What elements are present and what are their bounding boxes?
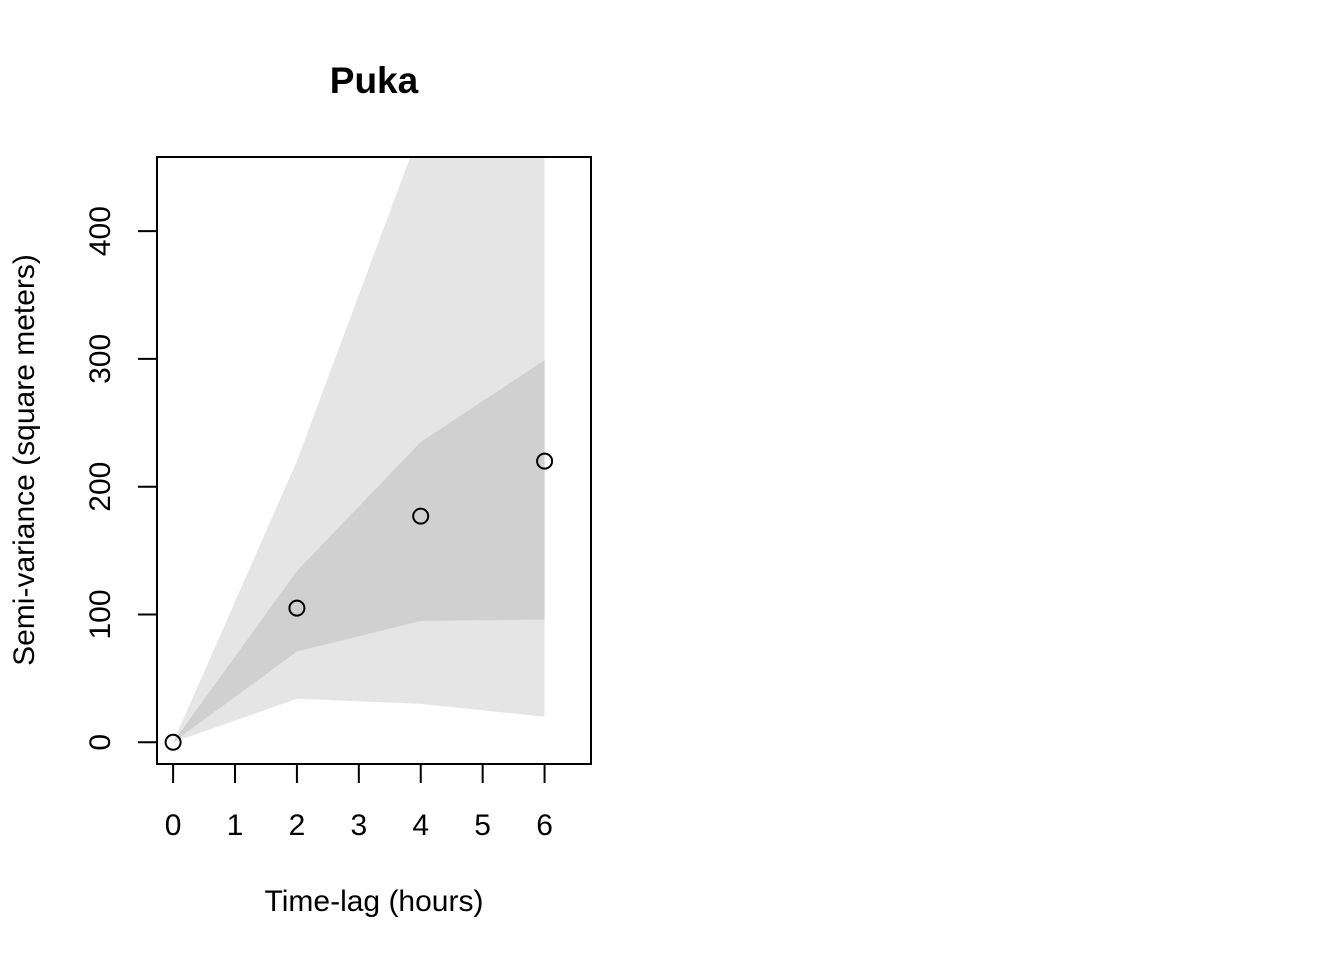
chart-title: Puka xyxy=(330,60,419,101)
y-tick-label: 0 xyxy=(84,734,117,751)
data-point-3 xyxy=(536,452,554,470)
y-tick-label: 100 xyxy=(84,589,117,639)
x-tick-label: 5 xyxy=(474,809,491,842)
band-inner xyxy=(173,360,545,743)
y-tick-label: 300 xyxy=(84,334,117,384)
x-tick-label: 4 xyxy=(412,809,429,842)
y-axis: 0 100 200 300 400 xyxy=(84,206,158,751)
y-tick-label: 200 xyxy=(84,462,117,512)
confidence-bands xyxy=(173,157,545,743)
x-tick-label: 1 xyxy=(227,809,244,842)
data-point-0 xyxy=(164,733,182,751)
y-axis-label: Semi-variance (square meters) xyxy=(8,254,41,666)
data-points xyxy=(164,452,554,751)
data-point-2 xyxy=(412,507,430,525)
x-tick-label: 0 xyxy=(165,809,182,842)
x-tick-label: 3 xyxy=(350,809,367,842)
x-tick-label: 2 xyxy=(289,809,306,842)
data-point-1 xyxy=(288,599,306,617)
x-axis: 0 1 2 3 4 5 6 xyxy=(165,763,553,842)
x-tick-label: 6 xyxy=(536,809,553,842)
y-tick-label: 400 xyxy=(84,206,117,256)
x-axis-label: Time-lag (hours) xyxy=(265,885,484,918)
